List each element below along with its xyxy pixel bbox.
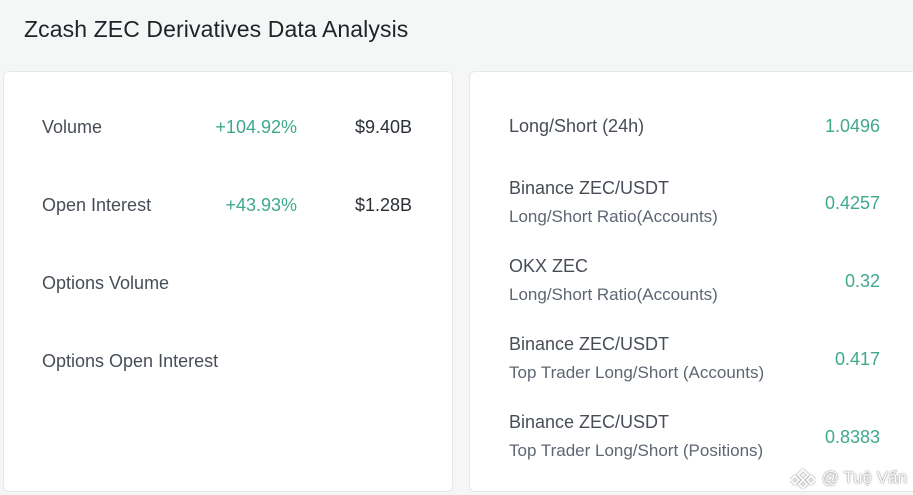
binance-square-logo-icon — [789, 468, 816, 489]
open-interest-label: Open Interest — [42, 194, 152, 215]
volume-row[interactable]: Volume +104.92% $9.40B — [42, 112, 452, 142]
ratio-label: Top Trader Long/Short (Positions) — [509, 441, 764, 460]
ratio-label: Long/Short Ratio(Accounts) — [509, 207, 718, 226]
options-volume-label: Options Volume — [42, 272, 170, 293]
ratio-value: 0.4257 — [824, 193, 880, 213]
volume-label: Volume — [42, 116, 103, 137]
ratio-label: Long/Short Ratio(Accounts) — [509, 285, 718, 304]
open-interest-value: $1.28B — [354, 194, 412, 215]
options-volume-row[interactable]: Options Volume — [42, 268, 452, 298]
watermark: @ Tuệ Vấn — [789, 467, 907, 489]
okx-long-short-accounts-row[interactable]: OKX ZEC Long/Short Ratio(Accounts) 0.32 — [509, 256, 880, 312]
binance-pair-label: Binance ZEC/USDT — [509, 334, 670, 354]
open-interest-row[interactable]: Open Interest +43.93% $1.28B — [42, 190, 452, 220]
binance-long-short-accounts-row[interactable]: Binance ZEC/USDT Long/Short Ratio(Accoun… — [509, 178, 880, 234]
volume-value: $9.40B — [354, 116, 412, 137]
binance-pair-label: Binance ZEC/USDT — [509, 178, 670, 198]
ratio-value: 0.32 — [844, 271, 880, 291]
binance-top-trader-positions-row[interactable]: Binance ZEC/USDT Top Trader Long/Short (… — [509, 412, 880, 468]
long-short-24h-row[interactable]: Long/Short (24h) 1.0496 — [509, 116, 880, 140]
long-short-24h-label: Long/Short (24h) — [509, 116, 645, 136]
ratio-value: 0.417 — [834, 349, 880, 369]
page-title: Zcash ZEC Derivatives Data Analysis — [24, 16, 409, 42]
long-short-24h-value: 1.0496 — [824, 116, 880, 136]
ratio-value: 0.8383 — [824, 427, 880, 447]
volume-change: +104.92% — [215, 116, 297, 137]
binance-top-trader-accounts-row[interactable]: Binance ZEC/USDT Top Trader Long/Short (… — [509, 334, 880, 390]
derivatives-summary-card: Volume +104.92% $9.40B Open Interest +43… — [3, 71, 453, 492]
options-open-interest-label: Options Open Interest — [42, 350, 219, 371]
watermark-text: @ Tuệ Vấn — [821, 468, 907, 487]
options-open-interest-row[interactable]: Options Open Interest — [42, 346, 452, 376]
long-short-card: Long/Short (24h) 1.0496 Binance ZEC/USDT… — [469, 71, 913, 492]
open-interest-change: +43.93% — [225, 194, 297, 215]
binance-pair-label: Binance ZEC/USDT — [509, 412, 670, 432]
ratio-label: Top Trader Long/Short (Accounts) — [509, 363, 765, 382]
okx-pair-label: OKX ZEC — [509, 256, 589, 276]
